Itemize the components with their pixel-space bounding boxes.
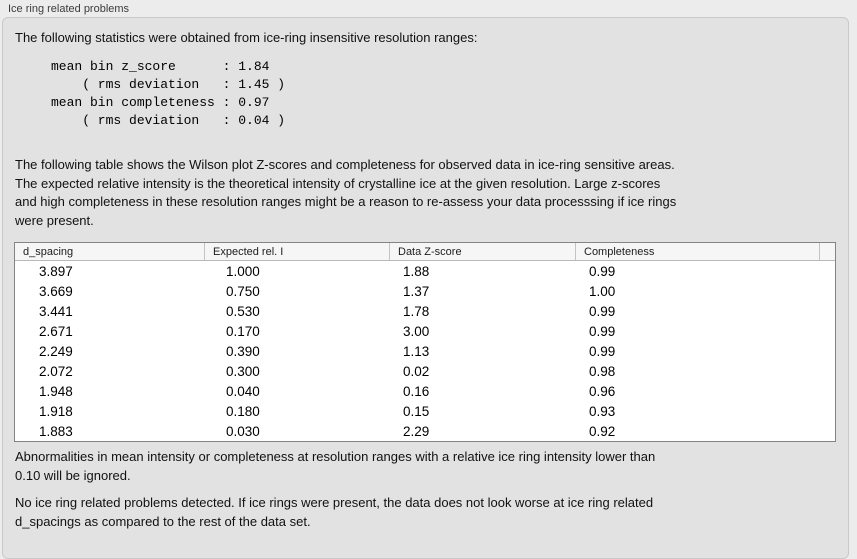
- table-cell: 3.897: [39, 263, 73, 279]
- table-cell: 0.170: [226, 323, 260, 339]
- column-header-completeness[interactable]: Completeness: [575, 243, 819, 260]
- table-cell: 0.96: [589, 383, 616, 399]
- column-header-filler: [819, 243, 835, 260]
- table-cell: 1.948: [39, 383, 73, 399]
- table-cell: 2.671: [39, 323, 73, 339]
- table-cell: 0.390: [226, 343, 260, 359]
- column-header-d-spacing[interactable]: d_spacing: [23, 245, 74, 258]
- table-cell: 1.37: [403, 283, 430, 299]
- stats-block: mean bin z_score : 1.84 ( rms deviation …: [51, 59, 286, 128]
- table-cell: 0.180: [226, 403, 260, 419]
- table-cell: 0.030: [226, 423, 260, 439]
- table-cell: 0.92: [589, 423, 616, 439]
- table-cell: 3.00: [403, 323, 430, 339]
- table-row[interactable]: 1.948 0.040 0.16 0.96: [15, 381, 835, 401]
- table-cell: 0.93: [589, 403, 616, 419]
- table-cell: 0.99: [589, 343, 616, 359]
- table-row[interactable]: 1.883 0.030 2.29 0.92: [15, 421, 835, 441]
- table-cell: 0.98: [589, 363, 616, 379]
- table-cell: 3.669: [39, 283, 73, 299]
- table-cell: 3.441: [39, 303, 73, 319]
- table-cell: 2.072: [39, 363, 73, 379]
- table-cell: 1.13: [403, 343, 430, 359]
- table-cell: 0.02: [403, 363, 430, 379]
- table-cell: 0.300: [226, 363, 260, 379]
- table-cell: 0.750: [226, 283, 260, 299]
- table-cell: 1.918: [39, 403, 73, 419]
- note-text: Abnormalities in mean intensity or compl…: [15, 449, 656, 483]
- column-header-expected-rel-i[interactable]: Expected rel. I: [204, 243, 389, 260]
- column-header-data-z-score[interactable]: Data Z-score: [389, 243, 575, 260]
- table-cell: 1.88: [403, 263, 430, 279]
- table-row[interactable]: 3.441 0.530 1.78 0.99: [15, 301, 835, 321]
- table-cell: 0.040: [226, 383, 260, 399]
- table-cell: 0.16: [403, 383, 430, 399]
- table-row[interactable]: 1.918 0.180 0.15 0.93: [15, 401, 835, 421]
- table-cell: 1.78: [403, 303, 430, 319]
- table-row[interactable]: 3.897 1.000 1.88 0.99: [15, 261, 835, 281]
- table-cell: 2.29: [403, 423, 430, 439]
- table-row[interactable]: 3.669 0.750 1.37 1.00: [15, 281, 835, 301]
- table-row[interactable]: 2.072 0.300 0.02 0.98: [15, 361, 835, 381]
- table-cell: 0.99: [589, 303, 616, 319]
- table-cell: 1.883: [39, 423, 73, 439]
- table-cell: 2.249: [39, 343, 73, 359]
- conclusion-text: No ice ring related problems detected. I…: [15, 495, 654, 529]
- description-text: The following table shows the Wilson plo…: [15, 157, 677, 228]
- table-cell: 1.00: [589, 283, 616, 299]
- panel-title: Ice ring related problems: [8, 3, 130, 15]
- table-cell: 0.530: [226, 303, 260, 319]
- table-cell: 0.99: [589, 263, 616, 279]
- table-cell: 1.000: [226, 263, 260, 279]
- table-cell: 0.99: [589, 323, 616, 339]
- table-body: 3.897 1.000 1.88 0.99 3.669 0.750 1.37 1.00 3.44…: [15, 261, 835, 441]
- ice-ring-table: d_spacing Expected rel. I Data Z-score C…: [14, 242, 836, 442]
- table-row[interactable]: 2.671 0.170 3.00 0.99: [15, 321, 835, 341]
- table-header-row: d_spacing Expected rel. I Data Z-score C…: [15, 243, 835, 261]
- table-cell: 0.15: [403, 403, 430, 419]
- table-row[interactable]: 2.249 0.390 1.13 0.99: [15, 341, 835, 361]
- ice-ring-panel: The following statistics were obtained f…: [2, 17, 849, 559]
- intro-text: The following statistics were obtained f…: [15, 30, 478, 45]
